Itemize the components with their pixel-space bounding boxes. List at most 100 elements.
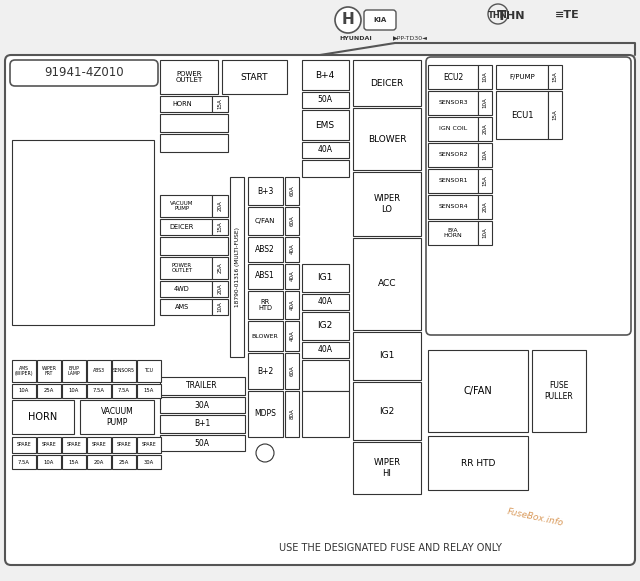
Bar	[87, 384, 111, 398]
Text: SPARE: SPARE	[116, 443, 131, 447]
Text: SPARE: SPARE	[42, 443, 56, 447]
Bar	[478, 65, 492, 89]
Text: TRAILER: TRAILER	[186, 382, 218, 390]
Text: SPARE: SPARE	[92, 443, 106, 447]
Text: USE THE DESIGNATED FUSE AND RELAY ONLY: USE THE DESIGNATED FUSE AND RELAY ONLY	[278, 543, 501, 553]
Bar	[12, 140, 154, 325]
Text: AMS: AMS	[175, 304, 189, 310]
Text: 40A: 40A	[289, 243, 294, 254]
Bar	[160, 237, 228, 255]
Bar	[302, 92, 349, 108]
Bar	[160, 96, 212, 112]
Text: 40A: 40A	[289, 300, 294, 310]
Bar	[160, 397, 245, 413]
Text: 30A: 30A	[144, 460, 154, 464]
Bar	[478, 117, 492, 141]
Bar	[37, 455, 61, 469]
Bar	[302, 360, 349, 391]
Text: 80A: 80A	[289, 408, 294, 419]
Text: 20A: 20A	[218, 200, 223, 211]
Bar	[248, 237, 283, 262]
Bar	[62, 360, 86, 382]
Bar	[37, 360, 61, 382]
Text: IGN COIL: IGN COIL	[439, 127, 467, 131]
Bar	[285, 353, 299, 389]
Text: B+1: B+1	[194, 419, 210, 429]
Text: SENSOR3: SENSOR3	[438, 101, 468, 106]
Bar	[285, 264, 299, 289]
Bar	[548, 91, 562, 139]
Text: 30A: 30A	[195, 400, 209, 410]
Text: RR HTD: RR HTD	[461, 458, 495, 468]
Text: 10A: 10A	[44, 460, 54, 464]
Bar	[353, 442, 421, 494]
Bar	[248, 391, 283, 437]
Text: 40A: 40A	[289, 271, 294, 281]
Text: B/UP
LAMP: B/UP LAMP	[68, 365, 80, 376]
Bar	[160, 377, 245, 395]
Text: BLOWER: BLOWER	[368, 134, 406, 144]
Bar	[212, 281, 228, 297]
FancyBboxPatch shape	[10, 60, 158, 86]
Text: 15A: 15A	[218, 99, 223, 109]
Text: 20A: 20A	[218, 284, 223, 295]
Text: 4WD: 4WD	[174, 286, 190, 292]
Bar	[428, 65, 478, 89]
Bar	[248, 291, 283, 319]
Text: ABS3: ABS3	[93, 368, 105, 374]
Bar	[112, 360, 136, 382]
Bar	[302, 142, 349, 158]
Text: IG1: IG1	[317, 274, 333, 282]
Text: ECU1: ECU1	[511, 110, 533, 120]
Bar	[353, 238, 421, 330]
Text: C/FAN: C/FAN	[255, 218, 275, 224]
Text: 50A: 50A	[195, 439, 209, 447]
Bar	[160, 134, 228, 152]
Text: WIPER
FRT: WIPER FRT	[42, 365, 56, 376]
Text: 10A: 10A	[483, 71, 488, 83]
Bar	[112, 384, 136, 398]
Text: POWER
OUTLET: POWER OUTLET	[175, 70, 203, 84]
Text: FuseBox.info: FuseBox.info	[506, 508, 564, 528]
Bar	[212, 195, 228, 217]
Bar	[248, 264, 283, 289]
Bar	[496, 91, 548, 139]
Bar	[478, 195, 492, 219]
Text: VACUUM
PUMP: VACUUM PUMP	[170, 200, 194, 211]
Bar	[285, 291, 299, 319]
Bar	[285, 237, 299, 262]
Text: SENSOR5: SENSOR5	[113, 368, 135, 374]
Bar	[37, 437, 61, 453]
Text: 25A: 25A	[119, 460, 129, 464]
Text: SENSOR1: SENSOR1	[438, 178, 468, 184]
Bar	[62, 455, 86, 469]
Text: 40A: 40A	[289, 331, 294, 342]
Text: 7.5A: 7.5A	[93, 389, 105, 393]
Bar	[137, 437, 161, 453]
Text: 20A: 20A	[483, 202, 488, 213]
Text: 15A: 15A	[69, 460, 79, 464]
Bar	[302, 160, 349, 177]
Bar	[160, 114, 228, 132]
Bar	[160, 219, 212, 235]
Text: 10A: 10A	[19, 389, 29, 393]
Bar	[87, 437, 111, 453]
Text: 91941-4Z010: 91941-4Z010	[44, 66, 124, 80]
Bar	[285, 177, 299, 205]
Bar	[532, 350, 586, 432]
Bar	[428, 169, 478, 193]
Bar	[12, 400, 74, 434]
Bar	[12, 360, 36, 382]
Bar	[428, 143, 478, 167]
Text: 10A: 10A	[483, 228, 488, 238]
Bar	[160, 415, 245, 433]
Bar	[428, 221, 478, 245]
Bar	[353, 60, 421, 106]
Bar	[248, 353, 283, 389]
Text: 15A: 15A	[218, 221, 223, 232]
Bar	[285, 207, 299, 235]
Bar	[353, 332, 421, 380]
Bar	[112, 437, 136, 453]
Bar	[12, 455, 36, 469]
Bar	[428, 91, 478, 115]
